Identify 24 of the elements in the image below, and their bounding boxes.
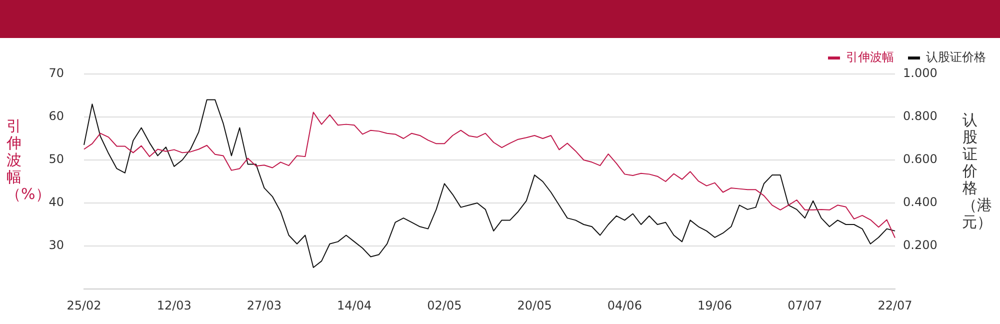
y-tick-label: 70 — [48, 66, 64, 80]
y-tick-label: 60 — [48, 109, 64, 124]
legend-label: 认股证价格 — [926, 50, 986, 64]
y2-axis-title: 认股证价格（港元） — [962, 111, 992, 231]
y2-tick-label: 0.600 — [903, 152, 938, 166]
y2-tick-label: 0.400 — [903, 195, 938, 210]
y2-tick-label: 0.200 — [903, 238, 938, 252]
x-tick-label: 27/03 — [246, 298, 282, 312]
x-tick-label: 20/05 — [517, 298, 552, 312]
y-tick-label: 30 — [48, 238, 64, 252]
y2-tick-label: 0.800 — [903, 109, 938, 124]
x-tick-label: 22/07 — [878, 298, 912, 312]
x-tick-label: 25/02 — [66, 298, 102, 312]
y-axis-title: 引伸波幅（%） — [6, 117, 50, 203]
legend-label: 引伸波幅 — [846, 50, 894, 64]
x-tick-label: 02/05 — [427, 298, 462, 312]
y-tick-label: 50 — [48, 152, 64, 166]
x-tick-label: 07/07 — [788, 298, 822, 312]
x-tick-label: 04/06 — [607, 298, 642, 312]
y2-tick-label: 1.000 — [903, 66, 938, 80]
x-tick-label: 14/04 — [337, 298, 372, 312]
x-tick-label: 19/06 — [697, 298, 732, 312]
x-tick-label: 12/03 — [156, 298, 192, 312]
y-tick-label: 40 — [48, 195, 64, 210]
